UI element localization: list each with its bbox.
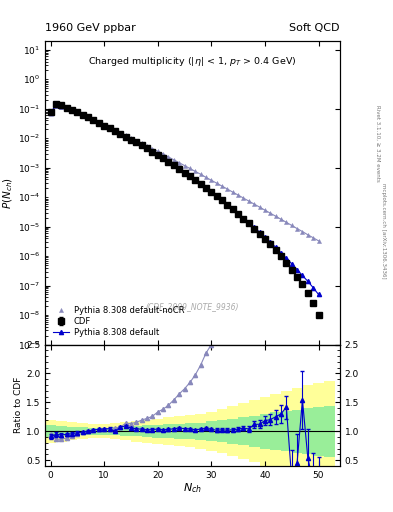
X-axis label: $N_{ch}$: $N_{ch}$: [183, 481, 202, 495]
Line: Pythia 8.308 default-noCR: Pythia 8.308 default-noCR: [48, 104, 321, 243]
Pythia 8.308 default-noCR: [48, 110, 53, 116]
Pythia 8.308 default-noCR: [134, 138, 139, 144]
Pythia 8.308 default-noCR: [112, 127, 117, 133]
Text: 1960 GeV ppbar: 1960 GeV ppbar: [45, 23, 136, 33]
Text: Charged multiplicity ($|\eta|$ < 1, $p_T$ > 0.4 GeV): Charged multiplicity ($|\eta|$ < 1, $p_T…: [88, 55, 297, 68]
Pythia 8.308 default-noCR: [53, 103, 58, 109]
Pythia 8.308 default-noCR: [139, 140, 144, 146]
Y-axis label: $P(N_{ch})$: $P(N_{ch})$: [2, 177, 15, 209]
Legend: Pythia 8.308 default-noCR, CDF, Pythia 8.308 default: Pythia 8.308 default-noCR, CDF, Pythia 8…: [51, 304, 186, 338]
Pythia 8.308 default-noCR: [246, 198, 251, 204]
Y-axis label: Ratio to CDF: Ratio to CDF: [14, 377, 23, 433]
Pythia 8.308 default-noCR: [316, 238, 321, 244]
Text: (CDF_2009_NOTE_9936): (CDF_2009_NOTE_9936): [146, 302, 239, 311]
Text: mcplots.cern.ch [arXiv:1306.3436]: mcplots.cern.ch [arXiv:1306.3436]: [381, 183, 386, 278]
Text: Soft QCD: Soft QCD: [290, 23, 340, 33]
Pythia 8.308 default-noCR: [230, 189, 235, 195]
Text: Rivet 3.1.10, ≥ 3.2M events: Rivet 3.1.10, ≥ 3.2M events: [375, 105, 380, 182]
Pythia 8.308 default-noCR: [311, 234, 316, 241]
